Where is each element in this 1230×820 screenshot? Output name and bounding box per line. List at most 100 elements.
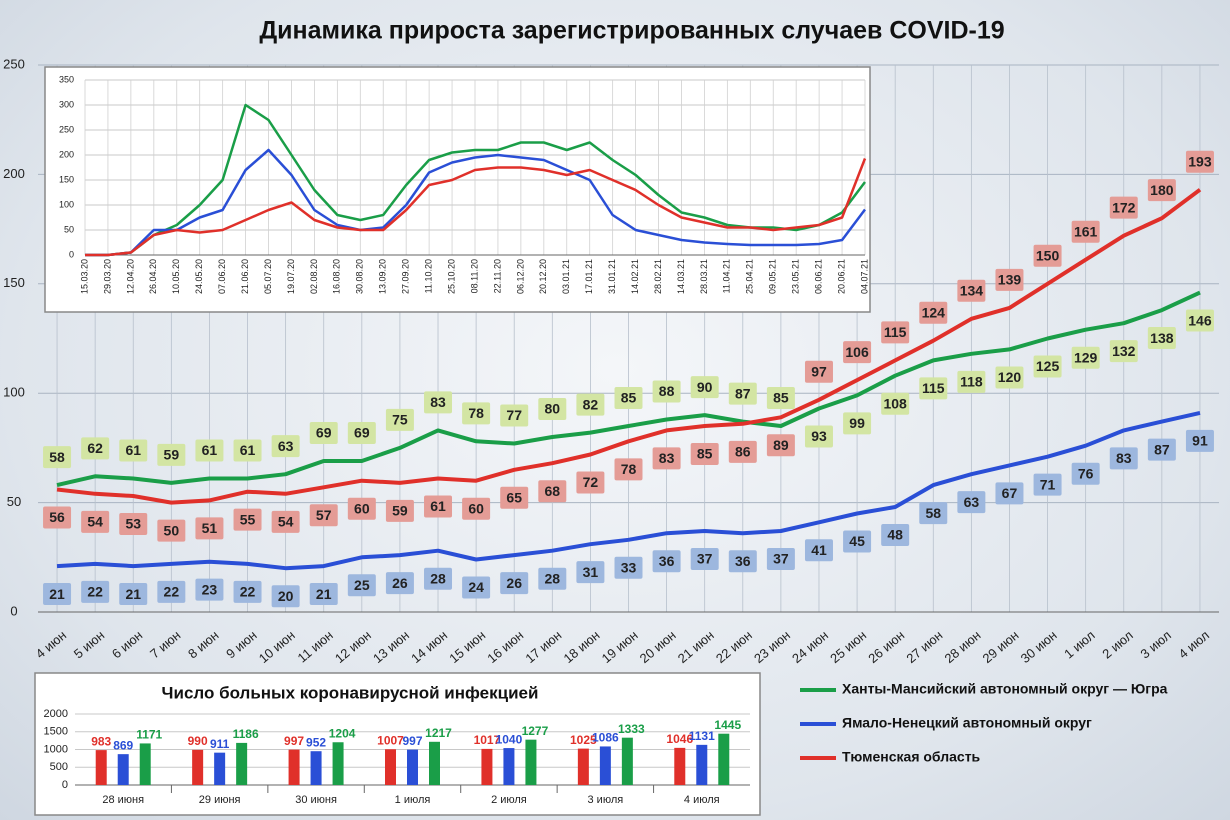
data-label: 118	[960, 374, 983, 390]
x-tick-label: 11 июн	[295, 627, 336, 665]
data-label: 85	[697, 446, 713, 462]
data-label: 60	[354, 500, 370, 516]
data-label-box	[728, 550, 757, 573]
data-label: 57	[316, 507, 332, 523]
x-tick-label: 10.05.20	[171, 259, 181, 294]
data-label: 1204	[329, 726, 356, 740]
bar	[577, 748, 589, 785]
data-label: 172	[1112, 199, 1136, 215]
data-label-box	[995, 268, 1024, 291]
data-label: 952	[306, 735, 326, 749]
data-label: 21	[316, 586, 332, 602]
data-label-box	[424, 391, 453, 414]
x-tick-label: 06.12.20	[515, 259, 525, 294]
x-tick-label: 28.02.21	[653, 259, 663, 294]
bar	[503, 748, 515, 785]
data-label-box	[233, 580, 262, 603]
data-label-box	[43, 446, 72, 469]
data-label: 36	[735, 553, 751, 569]
data-label: 28	[545, 570, 561, 586]
data-label: 55	[240, 511, 256, 527]
data-label: 59	[164, 447, 180, 463]
data-label-box	[576, 471, 605, 494]
legend-label: Тюменская область	[842, 749, 981, 765]
data-label-box	[919, 301, 948, 324]
data-label: 87	[735, 385, 751, 401]
data-label: 88	[659, 383, 675, 399]
data-label-box	[995, 482, 1024, 505]
data-label-box	[957, 279, 986, 302]
data-label-box	[462, 402, 491, 425]
data-label: 1007	[377, 733, 404, 747]
x-tick-label: 06.06.21	[813, 259, 823, 294]
x-tick-label: 09.05.21	[768, 259, 778, 294]
bar	[236, 742, 248, 785]
line-series	[56, 410, 1201, 571]
data-label-box	[1147, 179, 1176, 202]
data-label-box	[195, 578, 224, 601]
data-label-box	[957, 491, 986, 514]
data-label-box	[309, 583, 338, 606]
data-label: 1333	[618, 722, 645, 736]
y-tick-label: 0	[69, 249, 74, 259]
data-label: 83	[1116, 450, 1132, 466]
data-label: 75	[392, 412, 408, 428]
data-label-box	[119, 513, 148, 536]
data-label-box	[538, 567, 567, 590]
data-label-box	[1185, 309, 1214, 332]
data-label: 61	[125, 442, 141, 458]
x-tick-label: 2 июл	[1099, 627, 1136, 661]
x-tick-label: 17 июн	[522, 627, 564, 666]
data-label-box	[347, 574, 376, 597]
x-tick-label: 30.08.20	[355, 259, 365, 294]
data-label-box	[1033, 473, 1062, 496]
data-label-box	[1147, 327, 1176, 350]
data-label-box	[843, 412, 872, 435]
bar	[214, 752, 226, 785]
panel-title: Число больных коронавирусной инфекцией	[162, 683, 539, 702]
bar	[429, 741, 440, 785]
data-label: 37	[697, 551, 713, 567]
data-label-box	[1071, 346, 1100, 369]
data-label-box	[995, 366, 1024, 389]
data-label-box	[804, 425, 833, 448]
data-label: 26	[392, 575, 408, 591]
data-label-box	[1147, 438, 1176, 461]
data-label: 61	[430, 498, 446, 514]
x-tick-label: 16 июн	[484, 627, 526, 666]
x-tick-label: 4 июл	[1176, 627, 1213, 661]
data-label: 120	[998, 369, 1022, 385]
x-tick-label: 22.11.20	[492, 259, 502, 293]
data-label: 67	[1002, 485, 1018, 501]
y-tick-label: 150	[59, 174, 74, 184]
data-label: 146	[1188, 312, 1212, 328]
line-series	[56, 188, 1202, 505]
bar	[95, 750, 107, 785]
data-label: 51	[202, 520, 218, 536]
bar	[117, 754, 129, 785]
x-tick-label: 27.09.20	[401, 259, 411, 294]
data-label-box	[881, 392, 910, 415]
x-tick-label: 05.07.20	[263, 259, 273, 294]
data-label-box	[424, 495, 453, 518]
x-tick-label: 14.03.21	[676, 259, 686, 294]
x-tick-label: 24 июн	[789, 627, 831, 666]
data-label-box	[690, 443, 719, 466]
data-label: 1277	[522, 724, 549, 738]
line-series	[85, 148, 866, 257]
data-label: 139	[998, 272, 1022, 288]
data-label: 56	[49, 509, 65, 525]
data-label: 1217	[425, 726, 452, 740]
x-tick-label: 4 июля	[684, 794, 720, 806]
bar	[599, 746, 611, 785]
data-label: 983	[91, 734, 111, 748]
data-label: 997	[402, 734, 422, 748]
data-label-box	[119, 439, 148, 462]
y-tick-label: 300	[59, 99, 74, 109]
y-tick-label: 0	[10, 603, 17, 618]
x-tick-label: 9 июн	[223, 627, 259, 661]
x-tick-label: 28 июня	[102, 794, 144, 806]
data-label-box	[804, 539, 833, 562]
data-label: 48	[887, 527, 903, 543]
x-tick-label: 25 июн	[827, 627, 869, 666]
